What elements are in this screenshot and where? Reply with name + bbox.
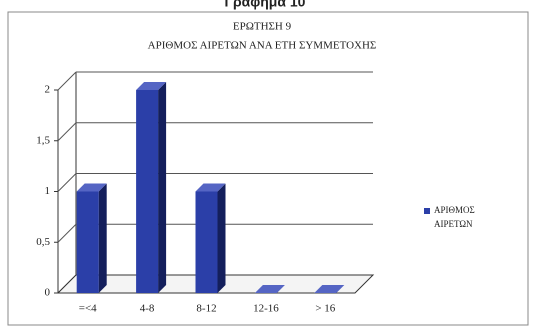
bar-top (76, 183, 107, 192)
x-tick-label: =<4 (79, 303, 97, 315)
y-tick-label: 0,5 (36, 236, 50, 248)
bar-side (158, 82, 167, 293)
bar (254, 285, 285, 294)
grid-diag (57, 173, 77, 192)
bar (314, 285, 345, 294)
bar-side (217, 183, 226, 293)
heading: Γράφημα 10 (225, 0, 306, 10)
x-tick-label: > 16 (315, 303, 335, 315)
x-tick-label: 4-8 (140, 303, 155, 315)
bar-top (254, 285, 285, 293)
y-tick-label: 1 (45, 185, 51, 197)
bar (76, 183, 107, 293)
bar (195, 183, 226, 293)
chart-title: ΕΡΩΤΗΣΗ 9 (233, 21, 292, 33)
y-tick-label: 2 (45, 84, 51, 96)
bar-side (98, 183, 107, 293)
bar-front (195, 191, 218, 293)
x-tick-label: 12-16 (253, 303, 279, 315)
bar-top (314, 285, 345, 293)
grid-diag (57, 71, 77, 91)
y-tick-label: 0 (45, 287, 51, 299)
bar (136, 82, 167, 293)
bar-top (136, 82, 167, 90)
legend-label: ΑΡΙΘΜΟΣ ΑΙΡΕΤΩΝ (434, 205, 475, 229)
y-tick-label: 1,5 (36, 134, 50, 146)
grid-diag (57, 122, 77, 142)
bar-front (136, 90, 159, 293)
grid-diag (57, 223, 77, 243)
chart-subtitle: ΑΡΙΘΜΟΣ ΑΙΡΕΤΩΝ ΑΝΑ ΕΤΗ ΣΥΜΜΕΤΟΧΗΣ (148, 40, 377, 52)
bar-top (195, 183, 226, 192)
x-tick-label: 8-12 (196, 303, 216, 315)
legend-swatch (424, 208, 430, 214)
bar-front (76, 191, 99, 293)
